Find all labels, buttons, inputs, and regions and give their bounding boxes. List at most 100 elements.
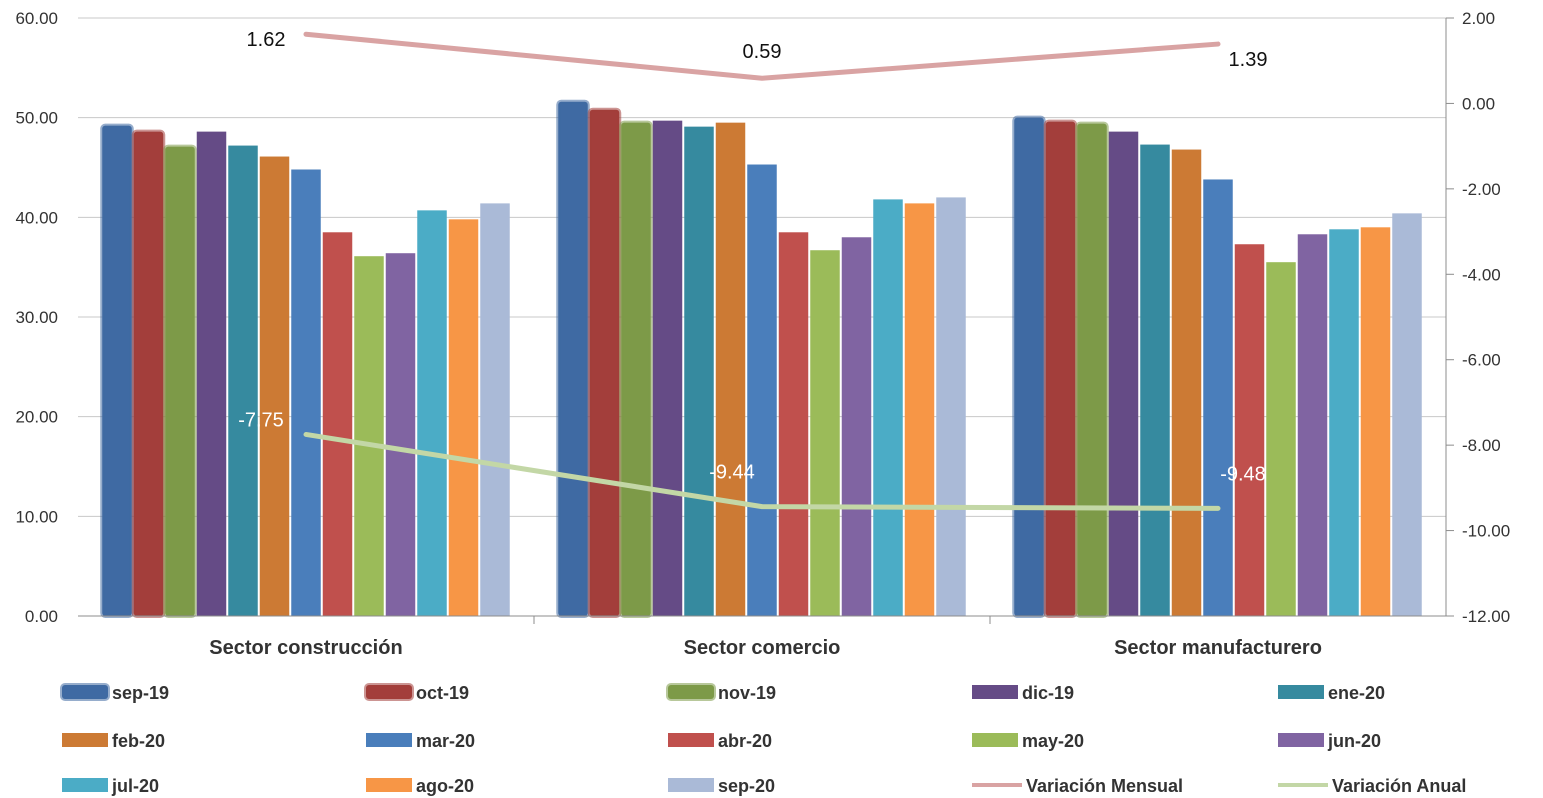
bar-dic-19 bbox=[196, 131, 227, 616]
bar-jul-20 bbox=[1329, 229, 1359, 616]
bar-may-20 bbox=[810, 250, 840, 616]
bar-nov-19 bbox=[1075, 121, 1109, 618]
bar-sep-20 bbox=[936, 197, 966, 616]
x-category-label: Sector construcción bbox=[209, 637, 402, 659]
y-left-tick-label: 0.00 bbox=[25, 607, 58, 626]
bar-oct-19 bbox=[131, 129, 166, 618]
bar-mar-20 bbox=[747, 164, 777, 616]
legend-item: nov-19 bbox=[666, 683, 776, 703]
legend-label: feb-20 bbox=[112, 731, 165, 751]
y-right-tick-label: -4.00 bbox=[1462, 265, 1501, 284]
bar-mar-20 bbox=[1203, 179, 1233, 616]
legend-item: Variación Anual bbox=[1278, 776, 1466, 796]
legend-swatch bbox=[668, 778, 714, 792]
legend-label: jun-20 bbox=[1327, 731, 1381, 751]
y-right-tick-label: -6.00 bbox=[1462, 351, 1501, 370]
bar-series bbox=[100, 99, 1422, 619]
y-left-tick-label: 60.00 bbox=[15, 9, 58, 28]
bar-feb-20 bbox=[259, 156, 290, 616]
y-right-tick-label: -10.00 bbox=[1462, 522, 1510, 541]
bar-nov-19 bbox=[163, 144, 197, 618]
bar-abr-20 bbox=[1234, 244, 1265, 616]
y-right-tick-label: -2.00 bbox=[1462, 180, 1501, 199]
legend-swatch bbox=[60, 683, 110, 701]
legend-swatch bbox=[1278, 733, 1324, 747]
bar-feb-20 bbox=[715, 122, 746, 617]
line-data-label: -9.48 bbox=[1220, 463, 1266, 485]
legend-item: abr-20 bbox=[668, 731, 772, 751]
legend: sep-19 oct-19 nov-19 dic-19 ene-20 feb-20 mar-… bbox=[60, 683, 1466, 796]
line-data-label: -7.75 bbox=[238, 409, 284, 431]
legend-label: may-20 bbox=[1022, 731, 1084, 751]
x-category-label: Sector comercio bbox=[684, 637, 841, 659]
bar-sep-20 bbox=[1392, 213, 1422, 616]
legend-swatch bbox=[972, 733, 1018, 747]
bar-dic-19 bbox=[1108, 131, 1139, 616]
bar-sep-19 bbox=[100, 123, 134, 618]
line-data-label: -9.44 bbox=[709, 462, 755, 484]
y-left-tick-label: 10.00 bbox=[15, 507, 58, 526]
bar-ago-20 bbox=[448, 219, 479, 616]
legend-label: ene-20 bbox=[1328, 683, 1385, 703]
bar-jun-20 bbox=[1297, 234, 1328, 616]
legend-swatch bbox=[62, 733, 108, 747]
legend-swatch bbox=[666, 683, 716, 701]
y-left-tick-label: 50.00 bbox=[15, 109, 58, 128]
bar-sep-20 bbox=[480, 203, 510, 616]
line-variacion-mensual bbox=[303, 31, 1221, 81]
legend-item: may-20 bbox=[972, 731, 1084, 751]
legend-item: feb-20 bbox=[62, 731, 165, 751]
axes: 0.00 10.00 20.00 30.00 40.00 50.00 60.00 -12.00… bbox=[15, 9, 1510, 659]
legend-label: Variación Mensual bbox=[1026, 776, 1183, 796]
legend-item: jul-20 bbox=[62, 776, 159, 796]
y-right-tick-label: 2.00 bbox=[1462, 9, 1495, 28]
legend-label: sep-19 bbox=[112, 683, 169, 703]
legend-swatch bbox=[668, 733, 714, 747]
bar-dic-19 bbox=[652, 120, 683, 616]
legend-label: abr-20 bbox=[718, 731, 772, 751]
bar-oct-19 bbox=[1043, 119, 1078, 619]
bar-oct-19 bbox=[587, 107, 622, 619]
line-data-label: 1.39 bbox=[1229, 49, 1268, 71]
legend-label: ago-20 bbox=[416, 776, 474, 796]
legend-swatch bbox=[366, 733, 412, 747]
bar-ene-20 bbox=[1140, 144, 1170, 616]
bar-mar-20 bbox=[291, 169, 321, 616]
bar-sep-19 bbox=[1012, 115, 1046, 619]
legend-swatch bbox=[364, 683, 414, 701]
legend-label: oct-19 bbox=[416, 683, 469, 703]
bar-jul-20 bbox=[873, 199, 903, 617]
line-variacion-anual bbox=[303, 431, 1221, 511]
y-left-tick-label: 30.00 bbox=[15, 308, 58, 327]
bar-sep-19 bbox=[556, 99, 590, 619]
bar-may-20 bbox=[354, 256, 384, 616]
y-left-tick-label: 40.00 bbox=[15, 208, 58, 227]
legend-label: jul-20 bbox=[111, 776, 159, 796]
y-right-tick-label: 0.00 bbox=[1462, 94, 1495, 113]
bar-abr-20 bbox=[322, 232, 353, 617]
legend-label: mar-20 bbox=[416, 731, 475, 751]
legend-label: Variación Anual bbox=[1332, 776, 1466, 796]
legend-item: mar-20 bbox=[366, 731, 475, 751]
x-category-label: Sector manufacturero bbox=[1114, 637, 1322, 659]
y-left-tick-label: 20.00 bbox=[15, 408, 58, 427]
legend-item: oct-19 bbox=[364, 683, 469, 703]
bar-nov-19 bbox=[619, 120, 653, 619]
legend-item: sep-19 bbox=[60, 683, 169, 703]
legend-label: sep-20 bbox=[718, 776, 775, 796]
bar-ago-20 bbox=[1360, 227, 1391, 617]
legend-item: ene-20 bbox=[1278, 683, 1385, 703]
bar-abr-20 bbox=[778, 232, 809, 617]
bar-jul-20 bbox=[417, 210, 447, 616]
y-right-tick-label: -12.00 bbox=[1462, 607, 1510, 626]
line-series: 1.62 0.59 1.39 -7.75 -9.44 -9.48 bbox=[238, 29, 1268, 511]
legend-label: nov-19 bbox=[718, 683, 776, 703]
legend-swatch bbox=[366, 778, 412, 792]
legend-item: jun-20 bbox=[1278, 731, 1381, 751]
legend-swatch bbox=[1278, 685, 1324, 699]
bar-feb-20 bbox=[1171, 149, 1202, 616]
legend-swatch bbox=[62, 778, 108, 792]
line-data-label: 1.62 bbox=[247, 29, 286, 51]
y-right-tick-label: -8.00 bbox=[1462, 436, 1501, 455]
